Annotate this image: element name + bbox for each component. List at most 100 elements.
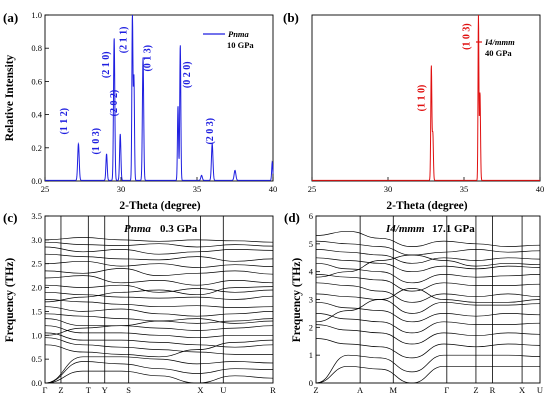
kpoint-label: Z xyxy=(313,385,318,395)
panel-a-ylabel: Relative Intensity xyxy=(4,54,16,141)
y-tick-label: 0.5 xyxy=(31,354,42,364)
y-tick-label: 1.0 xyxy=(31,10,42,20)
kpoint-label: U xyxy=(537,385,543,395)
phonon-band xyxy=(315,230,541,247)
phonon-band xyxy=(44,286,274,303)
panel-b-pattern-line xyxy=(312,14,540,181)
hkl-annotation: (2 1 1) xyxy=(118,27,129,54)
hkl-annotation: (0 2 0) xyxy=(182,61,193,88)
kpoint-label: M xyxy=(389,385,397,395)
hkl-annotation: (2 0 2) xyxy=(109,90,120,117)
x-tick-label: 30 xyxy=(117,184,126,194)
phonon-band xyxy=(44,370,274,384)
panel-a-xlabel: 2-Theta (degree) xyxy=(119,200,200,212)
phonon-band xyxy=(44,318,274,331)
panel-a-legend-phase: Pnma xyxy=(228,29,250,39)
phonon-band xyxy=(315,254,541,278)
panel-d-label: (d) xyxy=(284,210,300,225)
phonon-band xyxy=(44,339,274,358)
panel-b-legend-pressure: 40 GPa xyxy=(485,48,512,58)
kpoint-label: T xyxy=(86,385,92,395)
panel-c-title-pressure: 0.3 GPa xyxy=(160,223,198,235)
phonon-band xyxy=(44,246,274,255)
y-tick-label: 5 xyxy=(309,239,313,249)
phonon-band xyxy=(44,325,273,339)
panel-d-ylabel: Frequency (THz) xyxy=(291,258,303,343)
x-tick-label: 25 xyxy=(308,184,317,194)
y-tick-label: 2.0 xyxy=(31,283,42,293)
y-tick-label: 0.0 xyxy=(31,176,42,186)
hkl-annotation: (1 0 3) xyxy=(461,23,472,50)
kpoint-label: Y xyxy=(102,385,108,395)
y-tick-label: 4 xyxy=(309,267,314,277)
panel-b-frame xyxy=(311,14,541,182)
kpoint-label: U xyxy=(220,385,226,395)
panel-b-label: (b) xyxy=(283,10,299,25)
phonon-band xyxy=(315,274,541,292)
panel-a-hkl-labels: (1 1 2) (1 0 3) (2 1 0) (2 0 2) (2 1 1) (0 1 … xyxy=(59,27,216,155)
phonon-band xyxy=(315,288,541,323)
phonon-band xyxy=(44,299,274,308)
panel-a-legend-pressure: 10 GPa xyxy=(227,40,254,50)
y-tick-label: 3.0 xyxy=(31,235,42,245)
kpoint-label: X xyxy=(197,385,203,395)
y-tick-label: 0.0 xyxy=(31,378,42,388)
x-tick-label: 35 xyxy=(460,184,469,194)
panel-c-label: (c) xyxy=(3,210,17,225)
hkl-annotation: (2 1 0) xyxy=(101,51,112,78)
phonon-band xyxy=(44,241,274,248)
phonon-band xyxy=(315,282,541,303)
x-tick-label: 30 xyxy=(384,184,393,194)
y-tick-label: 2.5 xyxy=(31,259,42,269)
phonon-band xyxy=(315,338,541,359)
x-tick-label: 25 xyxy=(41,184,50,194)
y-tick-label: 3.5 xyxy=(31,211,42,221)
phonon-band xyxy=(315,262,541,284)
y-tick-label: 0.6 xyxy=(31,76,42,86)
phonon-band xyxy=(44,361,274,384)
panel-d-phonon-i4mmm: 0 1 2 3 4 5 6 Z A M Γ Z R X U (d) Frequency (THz) I4/… xyxy=(284,210,543,395)
panel-d-y-ticks: 0 1 2 3 4 5 6 xyxy=(309,211,320,388)
phonon-band xyxy=(44,253,274,262)
y-tick-label: 1.5 xyxy=(31,306,42,316)
phonon-band xyxy=(44,337,273,355)
panel-a-x-ticks: 25 30 35 40 xyxy=(41,177,278,194)
kpoint-label: X xyxy=(519,385,525,395)
y-tick-label: 1.0 xyxy=(31,330,42,340)
phonon-band xyxy=(315,324,541,345)
panel-c-band-lines xyxy=(44,237,274,384)
y-tick-label: 0 xyxy=(309,378,313,388)
panel-d-title-phase: I4/mmm xyxy=(385,223,425,235)
phonon-band xyxy=(44,318,274,336)
kpoint-label: Γ xyxy=(444,385,449,395)
phonon-band xyxy=(44,275,274,286)
phonon-band xyxy=(315,301,541,323)
panel-d-band-lines xyxy=(315,230,541,384)
hkl-annotation: (0 1 3) xyxy=(143,45,154,72)
x-tick-label: 40 xyxy=(536,184,545,194)
phonon-band xyxy=(44,260,274,268)
y-tick-label: 0.2 xyxy=(31,143,42,153)
phonon-band xyxy=(44,291,274,300)
hkl-annotation: (1 1 0) xyxy=(417,85,428,112)
phonon-band xyxy=(315,240,541,256)
panel-c-kpath-dividers xyxy=(60,216,224,383)
phonon-band xyxy=(315,313,541,334)
panel-a-pattern-line xyxy=(45,14,274,181)
y-tick-label: 0.8 xyxy=(31,43,42,53)
panel-a-label: (a) xyxy=(3,10,18,25)
kpoint-label: Γ xyxy=(43,385,48,395)
panel-c-ylabel: Frequency (THz) xyxy=(4,258,16,343)
phonon-band xyxy=(44,332,274,348)
phonon-band xyxy=(44,268,274,276)
y-tick-label: 3 xyxy=(309,295,313,305)
kpoint-label: A xyxy=(357,385,364,395)
y-tick-label: 2 xyxy=(309,322,313,332)
phonon-band xyxy=(44,306,274,317)
kpoint-label: S xyxy=(126,385,131,395)
x-tick-label: 35 xyxy=(193,184,202,194)
x-tick-label: 40 xyxy=(269,184,278,194)
panel-b-x-ticks: 25 30 35 40 xyxy=(308,177,545,194)
panel-b-legend-phase: I4/mmm xyxy=(484,37,515,47)
